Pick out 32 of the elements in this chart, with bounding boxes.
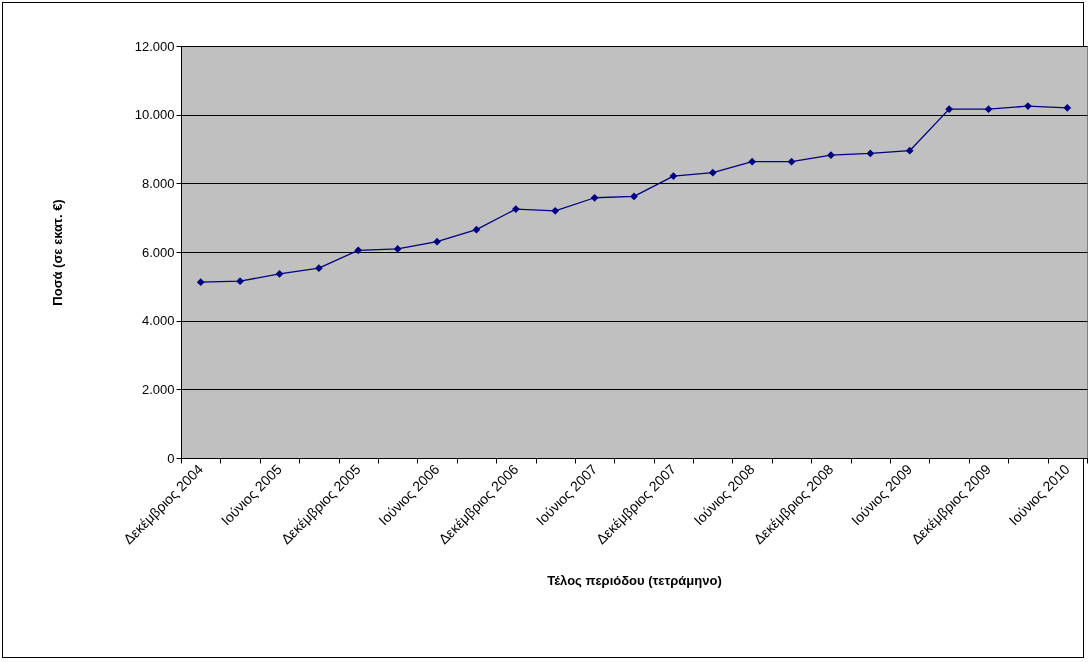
y-tick-label: 6.000 xyxy=(141,244,175,260)
point xyxy=(1063,103,1072,112)
y-tick-label: 12.000 xyxy=(134,38,175,54)
point xyxy=(827,151,835,160)
point xyxy=(551,206,560,215)
point xyxy=(196,278,205,287)
point xyxy=(433,237,441,246)
point xyxy=(866,149,875,158)
point xyxy=(315,264,323,273)
point xyxy=(787,157,796,166)
y-tick-label: 8.000 xyxy=(141,175,175,191)
point xyxy=(236,277,244,286)
point xyxy=(354,246,363,255)
y-tick-label: 4.000 xyxy=(141,313,175,329)
point xyxy=(511,205,520,213)
point xyxy=(669,172,678,180)
y-axis-title: Ποσά (σε εκατ. €) xyxy=(49,199,65,306)
point xyxy=(590,193,599,202)
point xyxy=(708,168,717,177)
point xyxy=(984,105,993,114)
point xyxy=(393,245,402,253)
point xyxy=(630,192,638,201)
point xyxy=(905,146,914,155)
point xyxy=(275,270,284,278)
point xyxy=(1024,102,1032,110)
y-tick-label: 10.000 xyxy=(134,107,175,123)
y-tick-label: 2.000 xyxy=(141,381,175,397)
point xyxy=(748,157,757,166)
y-tick-label: 0 xyxy=(167,450,175,466)
x-axis-title: Τέλος περιόδου (τετράμηνο) xyxy=(547,573,722,589)
point xyxy=(945,105,953,114)
point xyxy=(472,225,481,234)
